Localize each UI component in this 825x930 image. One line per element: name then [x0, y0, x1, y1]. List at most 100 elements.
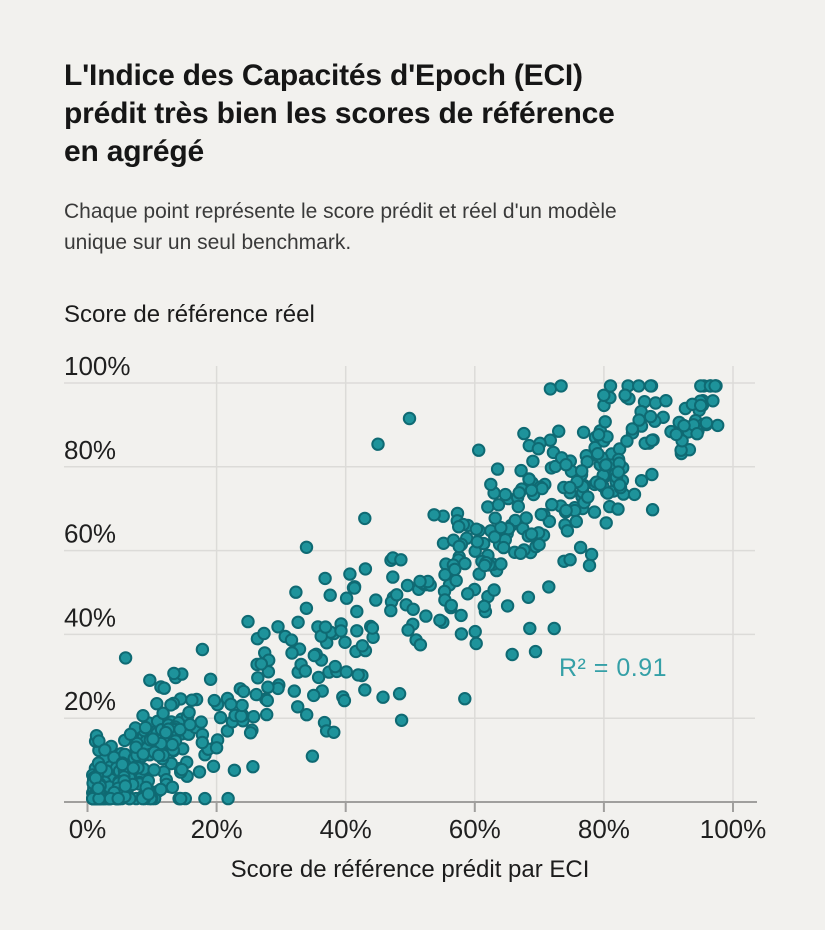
- scatter-point: [599, 458, 613, 472]
- scatter-point: [634, 474, 649, 488]
- scatter-point: [246, 760, 260, 774]
- scatter-point: [547, 621, 561, 636]
- scatter-point: [355, 639, 370, 653]
- scatter-point: [236, 684, 251, 699]
- scatter-point: [94, 761, 108, 775]
- scatter-point: [91, 781, 105, 795]
- scatter-point: [413, 574, 427, 589]
- scatter-point: [98, 743, 112, 757]
- scatter-point: [591, 447, 605, 461]
- chart-subtitle: Chaque point représente le score prédit …: [64, 196, 784, 258]
- scatter-point: [307, 648, 321, 663]
- scatter-point: [511, 499, 525, 514]
- scatter-point: [526, 454, 540, 469]
- scatter-point: [524, 527, 539, 541]
- y-tick-labels: 20% 40% 60% 80% 100%: [64, 351, 131, 716]
- scatter-point: [496, 540, 511, 555]
- chart-title-line-2: prédit très bien les scores de référence: [64, 97, 615, 130]
- scatter-point: [711, 418, 725, 433]
- scatter-point: [291, 700, 305, 714]
- x-tick-label: 80%: [578, 814, 630, 844]
- scatter-point: [563, 480, 577, 495]
- y-tick-label: 20%: [64, 686, 116, 716]
- scatter-point: [627, 487, 642, 502]
- scatter-point: [257, 626, 271, 641]
- scatter-point: [126, 761, 141, 775]
- scatter-point: [559, 503, 573, 518]
- scatter-point: [677, 419, 691, 433]
- scatter-plot: 20% 40% 60% 80% 100% 0% 20% 40% 60% 80% 100% R² =…: [64, 351, 766, 883]
- scatter-point: [481, 500, 495, 514]
- scatter-point: [289, 585, 303, 599]
- scatter-point: [560, 524, 575, 538]
- scatter-point: [535, 481, 549, 496]
- scatter-point: [118, 779, 133, 793]
- scatter-point: [433, 613, 447, 627]
- y-tick-label: 60%: [64, 519, 116, 549]
- scatter-point: [645, 503, 660, 517]
- scatter-point: [154, 782, 168, 797]
- scatter-point: [261, 680, 275, 694]
- scatter-point: [284, 633, 299, 647]
- scatter-point: [400, 578, 415, 593]
- scatter-point: [401, 623, 415, 637]
- scatter-point: [528, 644, 543, 659]
- scatter-point: [394, 553, 408, 567]
- scatter-point: [358, 683, 372, 697]
- scatter-point: [241, 614, 255, 629]
- scatter-point: [569, 514, 583, 529]
- scatter-point: [159, 725, 173, 740]
- scatter-point: [532, 537, 546, 552]
- scatter-point: [298, 664, 312, 678]
- scatter-point: [469, 522, 484, 536]
- scatter-point: [494, 520, 508, 535]
- scatter-point: [164, 698, 178, 712]
- scatter-point: [183, 717, 197, 732]
- scatter-point: [195, 642, 210, 657]
- scatter-point: [472, 443, 486, 457]
- scatter-point: [523, 621, 537, 636]
- scatter-point: [498, 487, 513, 502]
- scatter-point: [469, 636, 483, 651]
- scatter-point: [669, 427, 683, 442]
- scatter-point: [146, 732, 160, 746]
- scatter-point: [339, 665, 353, 679]
- scatter-point: [584, 547, 599, 562]
- scatter-point: [350, 624, 364, 638]
- scatter-point: [611, 465, 625, 479]
- scatter-point: [384, 603, 398, 618]
- scatter-point: [543, 382, 558, 396]
- scatter-point: [195, 735, 210, 750]
- scatter-point: [185, 693, 199, 707]
- scatter-point: [115, 757, 130, 772]
- scatter-point: [494, 557, 508, 571]
- scatter-point: [118, 651, 133, 665]
- scatter-point: [376, 690, 390, 704]
- scatter-point: [452, 539, 466, 554]
- scatter-point: [338, 635, 352, 649]
- scatter-point: [318, 571, 332, 586]
- scatter-point: [573, 540, 588, 555]
- scatter-point: [347, 581, 362, 595]
- scatter-point: [690, 427, 704, 441]
- scatter-point: [271, 620, 285, 634]
- scatter-point: [449, 573, 463, 588]
- scatter-point: [454, 608, 468, 623]
- scatter-point: [343, 567, 357, 581]
- scatter-point: [300, 708, 314, 722]
- scatter-point: [249, 687, 263, 702]
- y-tick-label: 100%: [64, 351, 131, 381]
- scatter-point: [323, 588, 337, 602]
- scatter-point: [287, 684, 301, 698]
- scatter-point: [582, 558, 597, 573]
- scatter-point: [593, 477, 607, 491]
- scatter-point: [517, 426, 531, 441]
- scatter-point: [311, 670, 326, 685]
- scatter-point: [299, 540, 314, 555]
- scatter-point: [198, 791, 212, 806]
- scatter-point: [531, 442, 546, 456]
- scatter-point: [419, 609, 433, 623]
- scatter-point: [458, 692, 472, 706]
- scatter-point: [260, 693, 274, 708]
- scatter-point: [576, 425, 591, 440]
